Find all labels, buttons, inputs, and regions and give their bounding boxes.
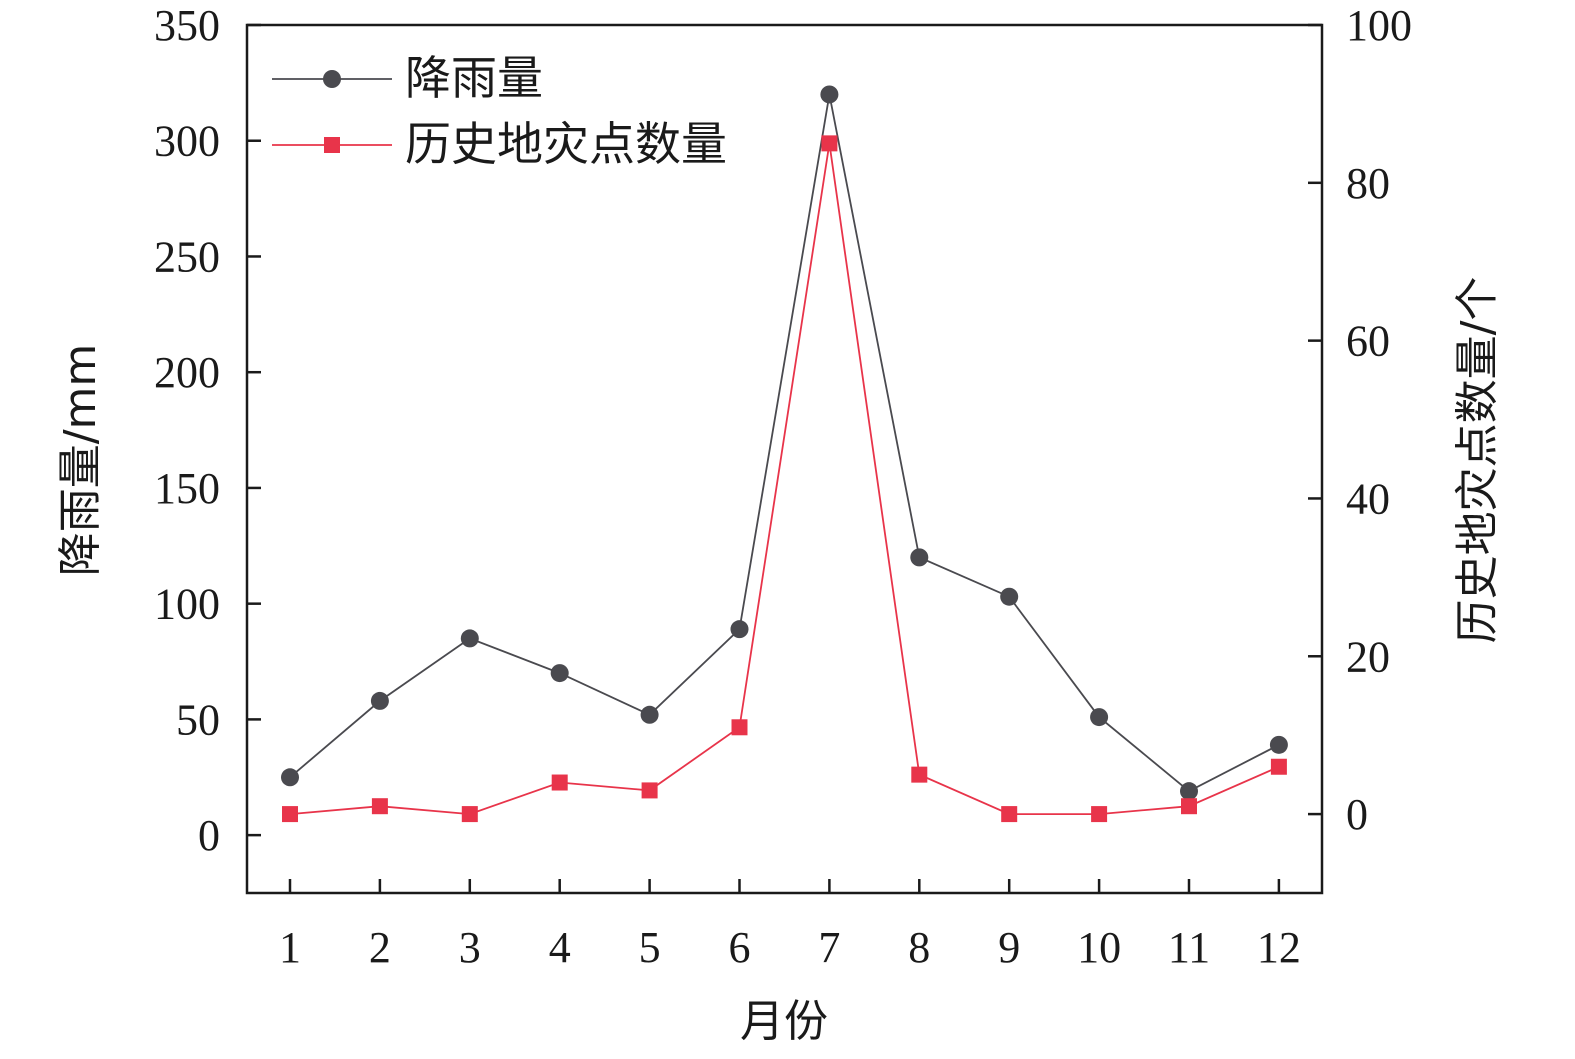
data-point-disaster-count [371, 798, 388, 815]
data-point-disaster-count [461, 806, 478, 823]
data-point-disaster-count [911, 766, 928, 783]
legend-label-rainfall: 降雨量 [405, 51, 543, 105]
legend-marker-square [324, 137, 340, 153]
legend-marker-circle [323, 70, 341, 88]
x-axis-title: 月份 [740, 996, 828, 1047]
x-tick-label: 12 [1257, 923, 1301, 972]
x-tick-label: 1 [279, 923, 301, 972]
left-y-tick-label: 100 [154, 580, 220, 629]
x-tick-label: 8 [908, 923, 930, 972]
series-layer [281, 85, 1288, 823]
series-line-0 [289, 94, 1280, 793]
x-tick-label: 9 [998, 923, 1020, 972]
right-y-tick-label: 80 [1346, 159, 1390, 208]
x-tick-label: 2 [369, 923, 391, 972]
left-y-tick-label: 200 [154, 348, 220, 397]
data-point-rainfall [910, 548, 929, 567]
left-y-tick-label: 300 [154, 117, 220, 166]
left-y-tick-label: 250 [154, 232, 220, 281]
data-point-disaster-count [1091, 806, 1108, 823]
x-axis: 1 2 3 4 5 6 7 8 9 10 11 12 [279, 879, 1301, 972]
right-y-tick-label: 20 [1346, 632, 1390, 681]
data-point-rainfall [730, 620, 749, 639]
right-y-axis: 0 20 40 60 80 100 [1308, 1, 1412, 839]
data-point-rainfall [460, 629, 479, 648]
plot-frame [245, 23, 1324, 895]
data-point-rainfall [1000, 587, 1019, 606]
right-y-axis-title: 历史地灾点数量/个 [1452, 277, 1503, 644]
right-y-tick-label: 0 [1346, 790, 1368, 839]
right-y-tick-label: 100 [1346, 1, 1412, 50]
legend: 降雨量 历史地灾点数量 [272, 51, 727, 171]
left-y-axis-title: 降雨量/mm [55, 344, 106, 577]
x-tick-label: 5 [639, 923, 661, 972]
x-tick-label: 4 [549, 923, 571, 972]
right-y-tick-label: 60 [1346, 317, 1390, 366]
data-point-disaster-count [282, 806, 298, 823]
left-y-tick-label: 50 [176, 695, 220, 744]
data-point-rainfall [1090, 708, 1109, 727]
data-point-rainfall [640, 705, 659, 724]
data-point-rainfall [370, 691, 389, 710]
data-point-disaster-count [731, 719, 748, 736]
data-point-disaster-count [821, 135, 838, 152]
data-point-rainfall [550, 664, 569, 683]
left-y-tick-label: 0 [198, 811, 220, 860]
x-tick-label: 6 [729, 923, 751, 972]
data-point-disaster-count [1181, 798, 1197, 815]
data-point-disaster-count [1270, 758, 1287, 775]
x-tick-label: 7 [818, 923, 840, 972]
data-point-disaster-count [641, 782, 658, 799]
x-tick-label: 3 [459, 923, 481, 972]
data-point-rainfall [1180, 782, 1198, 801]
legend-item-disaster-count: 历史地灾点数量 [272, 117, 727, 171]
right-y-tick-label: 40 [1346, 474, 1390, 523]
data-point-rainfall [820, 85, 839, 104]
legend-label-disaster-count: 历史地灾点数量 [405, 117, 727, 171]
data-point-disaster-count [551, 774, 568, 791]
data-point-rainfall [281, 768, 299, 787]
data-point-rainfall [1269, 735, 1288, 754]
x-tick-label: 10 [1077, 923, 1121, 972]
series-line-1 [289, 143, 1280, 816]
data-point-disaster-count [1001, 806, 1018, 823]
left-y-axis: 0 50 100 150 200 250 300 350 [154, 1, 261, 860]
x-tick-label: 11 [1168, 923, 1210, 972]
legend-item-rainfall: 降雨量 [272, 51, 543, 105]
left-y-tick-label: 150 [154, 464, 220, 513]
left-y-tick-label: 350 [154, 1, 220, 50]
